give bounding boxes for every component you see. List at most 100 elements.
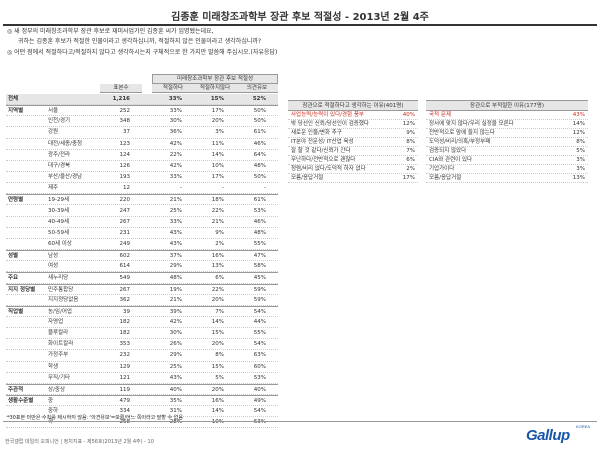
inappropriate-reasons-list: 국적 문제 43% 정서에 맞지 않다/우리 실정을 모른다 14% 전반적으로 맘에 … xyxy=(426,111,588,183)
reason-label: 정서에 맞지 않다/우리 실정을 모른다 xyxy=(429,121,514,127)
row-sub-label: 19-29세 xyxy=(48,197,70,204)
row-sub-label: 남성 xyxy=(48,253,59,260)
reason-item: IT분야 전문성/ IT산업 육성 8% xyxy=(288,138,418,147)
row-inappropriate: 18% xyxy=(211,197,224,204)
reason-label: 국적 문제 xyxy=(429,112,451,118)
row-group-label: 생활수준별 xyxy=(8,398,34,405)
reason-item: 잘 할 것 같다/신뢰가 간다 7% xyxy=(288,147,418,156)
row-sample-size: 602 xyxy=(119,253,131,260)
appropriate-reasons-box: 장관으로 적절하다고 생각하는 이유(401명) 사업능력/능력이 있다/경험 … xyxy=(288,100,418,183)
row-group-label: 지역별 xyxy=(8,108,24,115)
row-reserved: 44% xyxy=(253,319,266,325)
row-inappropriate: 7% xyxy=(215,308,224,315)
row-sample-size: 37 xyxy=(123,129,130,136)
row-inappropriate: 6% xyxy=(215,275,224,282)
row-inappropriate: - xyxy=(222,185,224,192)
table-row: 블루칼라 182 30% 15% 55% xyxy=(6,328,278,340)
row-appropriate: 43% xyxy=(169,229,182,236)
row-sample-size: 182 xyxy=(119,319,131,325)
reason-item: 청렴/비리 없다/도덕적 하자 없다 2% xyxy=(288,165,418,174)
table-row: 중하 334 31% 14% 54% xyxy=(6,406,278,418)
row-sub-label: 제주 xyxy=(48,185,59,192)
reason-item: 기업가이다 3% xyxy=(426,165,588,174)
row-reserved: 48% xyxy=(253,162,266,169)
table-row: 50-59세 231 43% 9% 48% xyxy=(6,228,278,239)
reason-label: 기업가이다 xyxy=(429,166,455,172)
row-inappropriate: 5% xyxy=(215,374,224,381)
row-appropriate: 21% xyxy=(169,296,182,303)
row-appropriate: 35% xyxy=(169,398,182,405)
gallup-logo: Gallup KOREA xyxy=(526,424,590,445)
reason-value: 40% xyxy=(402,112,415,118)
row-reserved: 50% xyxy=(253,174,266,181)
row-inappropriate: 21% xyxy=(211,218,224,225)
row-sub-label: 중 xyxy=(48,398,54,405)
table-row: 제주 12 - - - xyxy=(6,183,278,195)
reason-value: 14% xyxy=(572,121,585,127)
reason-label: CIA와 관련이 있다 xyxy=(429,157,473,163)
reason-value: 2% xyxy=(406,166,415,172)
table-row: 지역별 서울 252 33% 17% 50% xyxy=(6,105,278,117)
table-row: 무직/기타 121 43% 5% 53% xyxy=(6,373,278,384)
row-inappropriate: 15% xyxy=(211,330,224,337)
reason-item: 국적 문제 43% xyxy=(426,111,588,120)
row-sub-label: 새누리당 xyxy=(48,275,69,282)
row-sub-label: 자영업 xyxy=(48,319,64,325)
row-sample-size: 353 xyxy=(119,341,131,348)
row-sub-label: 상/중상 xyxy=(48,386,66,393)
row-sample-size: 247 xyxy=(119,207,131,214)
title-rule xyxy=(3,24,597,26)
row-appropriate: 30% xyxy=(169,330,182,337)
row-sample-size: 182 xyxy=(119,330,131,337)
row-sample-size: 334 xyxy=(119,408,131,415)
row-appropriate: 42% xyxy=(169,319,182,325)
row-reserved: 58% xyxy=(253,263,266,270)
row-sample-size: 193 xyxy=(119,174,131,181)
row-appropriate: 33% xyxy=(169,108,182,115)
row-inappropriate: 10% xyxy=(211,162,224,169)
row-sub-label: 대전/세종/충청 xyxy=(48,140,83,147)
col-header-inappropriate: 적절하지않다 xyxy=(194,84,236,93)
table-row: 주관적 상/중상 119 40% 20% 40% xyxy=(6,383,278,396)
reason-value: 3% xyxy=(576,166,585,172)
table-row: 강원 37 36% 3% 61% xyxy=(6,127,278,139)
appropriate-reasons-list: 사업능력/능력이 있다/경험 풍부 40% 밖 당선인 신뢰/당선인이 검증했다 12… xyxy=(288,111,418,183)
row-sub-label: 하 xyxy=(48,419,54,426)
row-reserved: 54% xyxy=(253,341,266,348)
row-reserved: 49% xyxy=(253,398,266,405)
row-inappropriate: 16% xyxy=(211,253,224,260)
row-appropriate: 25% xyxy=(169,363,182,370)
row-reserved: 50% xyxy=(253,108,266,115)
row-sample-size: 126 xyxy=(119,162,131,169)
reason-value: 3% xyxy=(576,157,585,163)
row-inappropriate: 15% xyxy=(211,363,224,370)
row-appropriate: 30% xyxy=(169,118,182,125)
row-appropriate: 42% xyxy=(169,162,182,169)
table-row: 성별 남성 602 37% 16% 47% xyxy=(6,250,278,262)
reason-value: 8% xyxy=(406,139,415,145)
row-reserved: 55% xyxy=(253,240,266,247)
reason-label: 새로운 인물/변화 추구 xyxy=(291,130,342,136)
col-header-reserved: 의견유보 xyxy=(236,84,278,93)
table-row: 부산/울산/경남 193 33% 17% 50% xyxy=(6,172,278,184)
row-sample-size: 220 xyxy=(119,197,131,204)
row-inappropriate: 16% xyxy=(211,398,224,405)
row-inappropriate: 8% xyxy=(215,352,224,359)
row-appropriate: 29% xyxy=(169,263,182,270)
table-row: 30-39세 247 25% 22% 53% xyxy=(6,206,278,217)
reason-item: 검증되지 않았다 5% xyxy=(426,147,588,156)
reason-item: 모름/응답거절 17% xyxy=(288,174,418,183)
logo-sub: KOREA xyxy=(575,424,590,429)
row-sub-label: 40-49세 xyxy=(48,218,70,225)
row-reserved: 48% xyxy=(253,229,266,236)
reason-value: 17% xyxy=(402,175,415,181)
row-sub-label: 인천/경기 xyxy=(48,118,71,125)
row-inappropriate: 20% xyxy=(211,386,224,393)
row-sub-label: 부산/울산/경남 xyxy=(48,174,83,181)
row-sub-label: 가정주부 xyxy=(48,352,69,359)
row-sample-size: 348 xyxy=(119,118,131,125)
reason-value: 12% xyxy=(402,121,415,127)
row-sub-label: 서울 xyxy=(48,108,59,115)
footer-source: 한국갤럽 데일리 오피니언 | 정치지표 - 제56호(2013년 2월 4주)… xyxy=(5,439,154,445)
row-sample-size: 231 xyxy=(119,229,131,236)
